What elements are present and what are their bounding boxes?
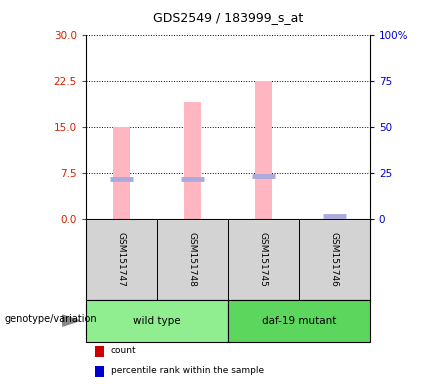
Bar [299, 219, 370, 300]
Text: percentile rank within the sample: percentile rank within the sample [111, 366, 264, 376]
Bar [86, 300, 228, 342]
Text: GSM151746: GSM151746 [330, 232, 339, 286]
Text: genotype/variation: genotype/variation [4, 314, 97, 324]
Text: GSM151747: GSM151747 [117, 232, 126, 286]
Text: GSM151745: GSM151745 [259, 232, 268, 286]
Text: daf-19 mutant: daf-19 mutant [262, 316, 336, 326]
Bar [255, 81, 272, 219]
Text: GDS2549 / 183999_s_at: GDS2549 / 183999_s_at [153, 11, 303, 24]
Bar [228, 219, 299, 300]
Text: count: count [111, 346, 136, 356]
Polygon shape [62, 315, 80, 326]
Bar [157, 219, 228, 300]
Bar [113, 127, 130, 219]
Bar [228, 300, 370, 342]
Text: wild type: wild type [133, 316, 181, 326]
Bar [326, 217, 343, 219]
Text: GSM151748: GSM151748 [188, 232, 197, 286]
Bar [184, 102, 201, 219]
Bar [86, 219, 157, 300]
